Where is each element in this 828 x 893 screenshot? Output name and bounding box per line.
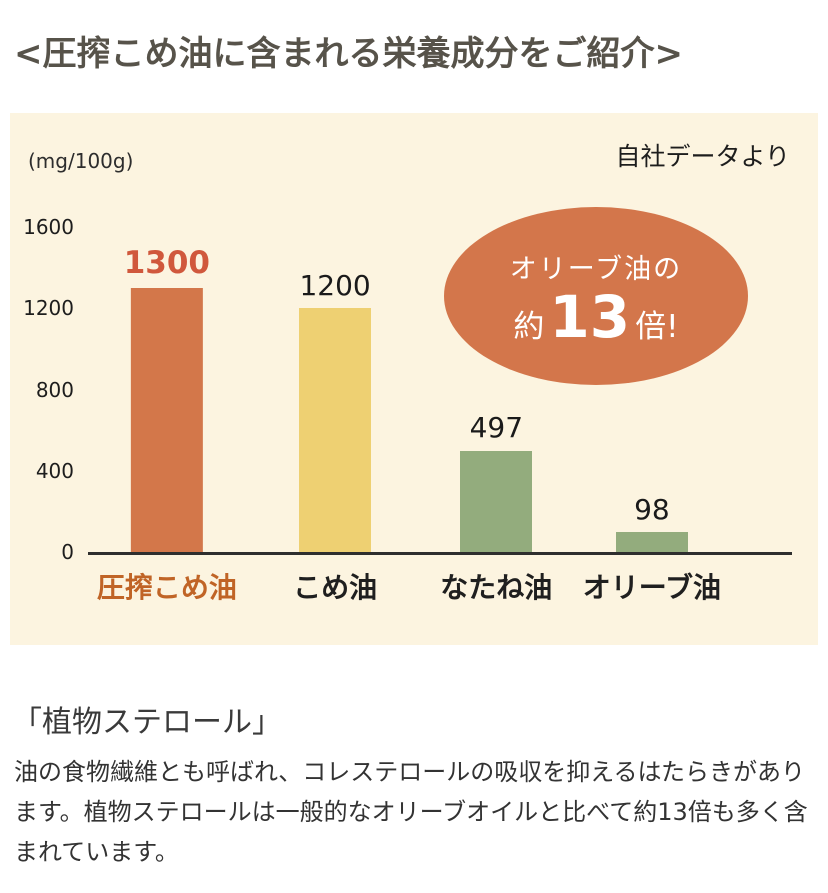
bar-group-3: 497 なたね油 <box>440 411 552 604</box>
description-text: 油の食物繊維とも呼ばれ、コレステロールの吸収を抑えるはたらきがあります。植物ステ… <box>14 758 808 867</box>
x-axis-category-label: オリーブ油 <box>582 571 722 604</box>
bar-value-label: 1300 <box>123 244 210 281</box>
comparison-badge: オリーブ油の 約 13 倍! <box>444 207 748 385</box>
bar-value-label: 98 <box>634 492 670 526</box>
data-source-label: 自社データより <box>615 142 790 171</box>
y-axis-tick-label: 0 <box>61 540 74 564</box>
bar-group-2: 1200 こめ油 <box>293 268 377 604</box>
badge-suffix: 倍! <box>635 308 679 345</box>
bar-value-label: 497 <box>469 411 524 445</box>
bar-chart-plot-area: 1300 圧搾こめ油 1200 こめ油 497 なたね油 98 オリーブ油 <box>88 227 792 605</box>
y-axis-tick-label: 1600 <box>23 215 74 239</box>
bar-value-label: 1200 <box>299 268 371 302</box>
section-title: 「植物ステロール」 <box>12 705 282 740</box>
y-axis-tick-label: 1200 <box>23 296 74 321</box>
bar <box>130 287 203 552</box>
y-axis: 1600 1200 800 400 0 <box>10 215 74 564</box>
badge-prefix: 約 <box>513 308 545 345</box>
bar-group-4: 98 オリーブ油 <box>583 492 721 605</box>
badge-number: 13 <box>549 282 631 351</box>
bar <box>299 308 372 552</box>
page-title: <圧搾こめ油に含まれる栄養成分をご紹介> <box>14 34 683 74</box>
y-axis-tick-label: 400 <box>35 458 74 483</box>
y-axis-unit-label: (mg/100g) <box>28 149 134 173</box>
bar <box>615 532 688 552</box>
bar <box>460 451 533 552</box>
badge-line2: 約 13 倍! <box>513 288 678 346</box>
x-axis-category-label: こめ油 <box>293 571 378 604</box>
nutrition-bar-chart: (mg/100g) 自社データより 1600 1200 800 400 0 1300 圧搾… <box>10 113 818 645</box>
bar-group-1: 1300 圧搾こめ油 <box>97 244 237 604</box>
x-axis-category-label: なたね油 <box>440 571 553 604</box>
x-axis-category-label: 圧搾こめ油 <box>96 571 237 604</box>
y-axis-tick-label: 800 <box>35 377 74 402</box>
badge-line1: オリーブ油の <box>509 253 683 285</box>
